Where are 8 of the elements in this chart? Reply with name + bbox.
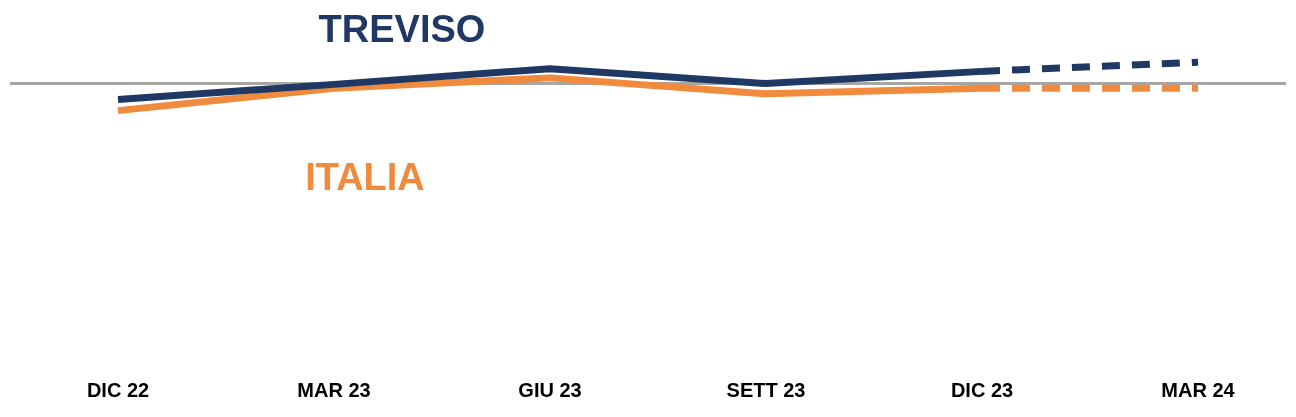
x-tick-label: MAR 24 [1161,378,1236,401]
x-tick-label: MAR 23 [297,378,371,401]
series-label: TREVISO [318,8,486,51]
x-tick-label: SETT 23 [726,378,806,401]
x-tick-label: DIC 22 [86,378,150,401]
x-tick-label: DIC 23 [950,378,1014,401]
series-label: ITALIA [305,156,425,199]
x-tick-label: GIU 23 [518,378,582,401]
